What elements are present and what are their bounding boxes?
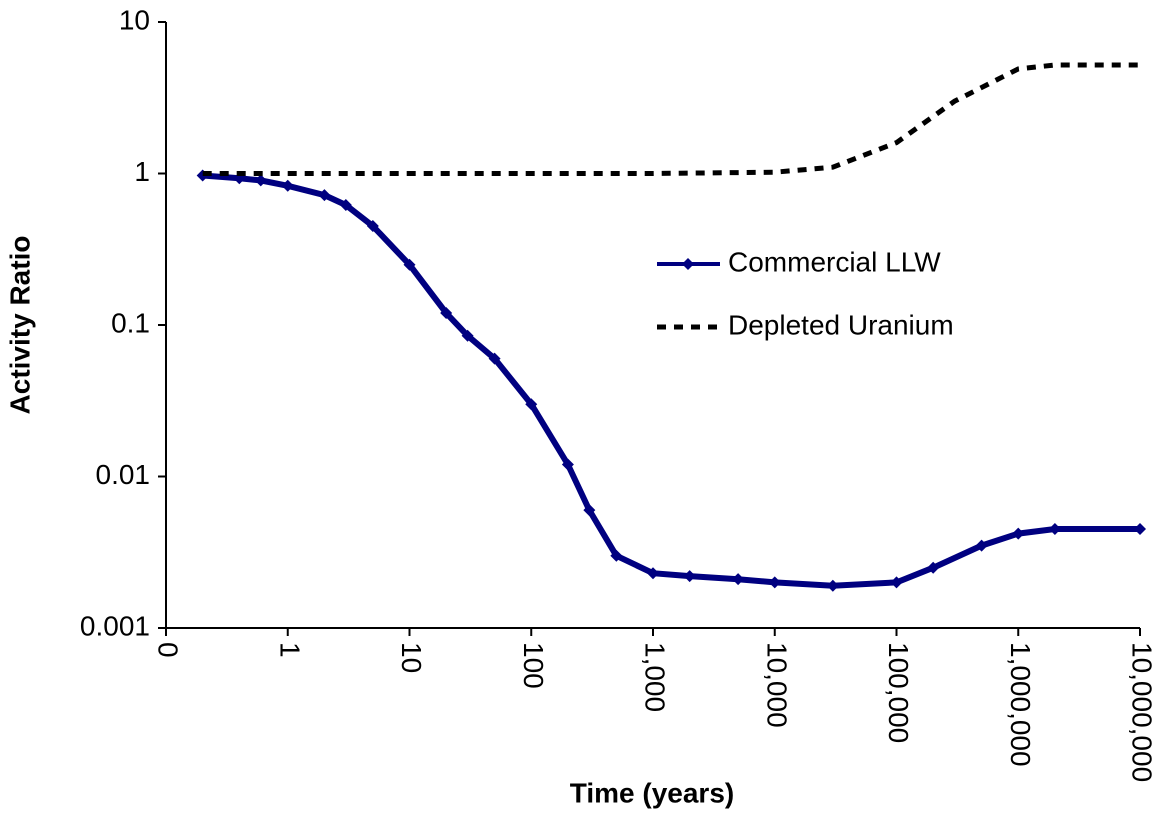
data-point [440, 307, 453, 320]
data-point [488, 352, 501, 365]
x-tick-label: 10 [396, 642, 427, 673]
x-tick-label: 1,000,000 [1005, 642, 1036, 767]
data-point [683, 570, 696, 583]
data-point [366, 220, 379, 233]
data-point [647, 567, 659, 580]
data-point [339, 198, 352, 211]
data-point [525, 398, 538, 411]
data-point [890, 576, 903, 589]
legend-marker [682, 258, 694, 270]
data-point [610, 549, 623, 562]
data-point [583, 504, 596, 517]
data-point [768, 576, 781, 589]
y-tick-label: 0.1 [111, 307, 150, 338]
y-tick-label: 0.001 [80, 610, 150, 641]
legend-label: Commercial LLW [728, 246, 941, 277]
data-point [403, 258, 416, 271]
y-tick-label: 0.01 [96, 459, 151, 490]
x-tick-label: 100,000 [883, 642, 914, 743]
data-point [732, 573, 745, 586]
data-point [1012, 527, 1025, 540]
y-tick-label: 1 [134, 156, 150, 187]
data-point [281, 179, 294, 192]
series-line [202, 62, 1140, 176]
data-point [1134, 523, 1146, 536]
legend-label: Depleted Uranium [728, 309, 954, 340]
x-tick-label: 10,000,000 [1127, 642, 1158, 782]
series-line [202, 172, 1140, 589]
data-point [927, 561, 940, 574]
x-tick-label: 0 [153, 642, 184, 658]
data-point [318, 189, 331, 202]
x-tick-label: 1,000 [640, 642, 671, 712]
x-tick-label: 100 [518, 642, 549, 689]
data-point [254, 174, 267, 187]
x-tick-label: 1 [274, 642, 305, 658]
x-axis-title: Time (years) [570, 777, 734, 808]
data-point [1048, 523, 1061, 536]
data-point [561, 458, 574, 471]
y-axis-title: Activity Ratio [4, 236, 35, 415]
data-point [826, 579, 839, 592]
y-tick-label: 10 [119, 4, 150, 35]
x-tick-label: 10,000 [761, 642, 792, 728]
data-point [461, 329, 474, 342]
data-point [975, 539, 988, 552]
